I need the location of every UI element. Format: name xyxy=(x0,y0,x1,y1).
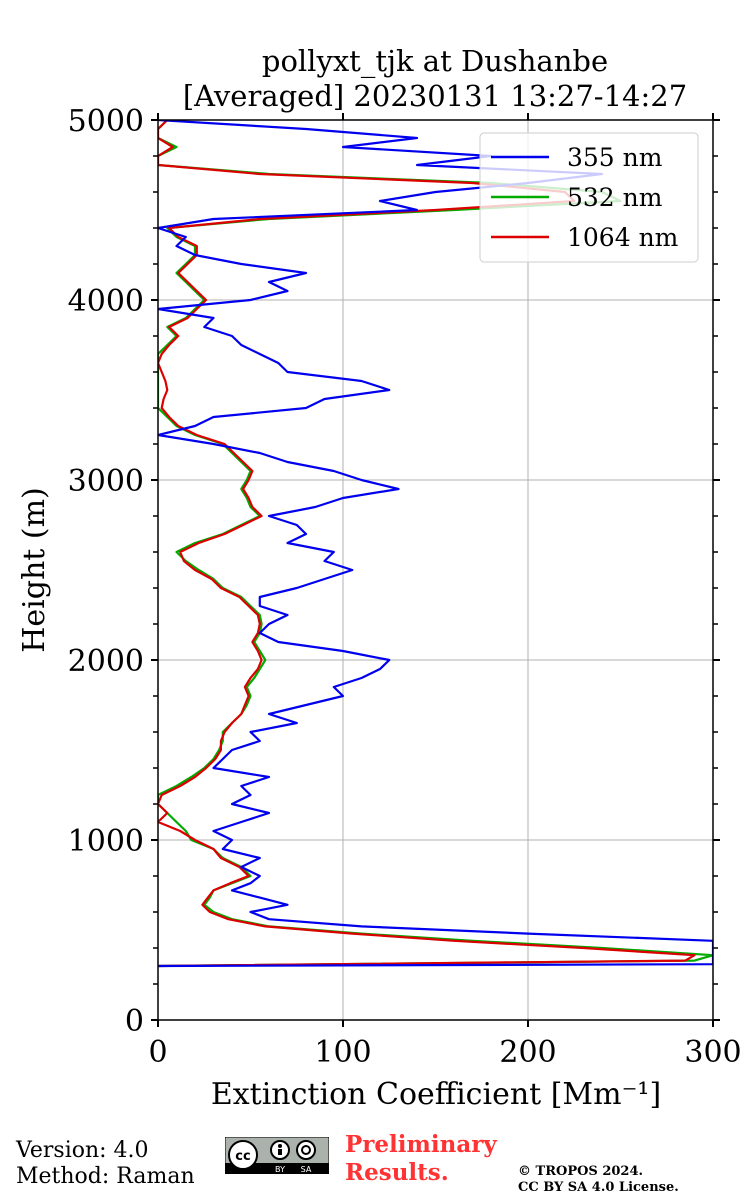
sa-share-icon xyxy=(296,1140,316,1160)
copyright-line1: © TROPOS 2024. xyxy=(518,1164,644,1179)
x-tick-label: 0 xyxy=(148,1035,167,1070)
chart-title-line1: pollyxt_tjk at Dushanbe xyxy=(262,44,608,79)
plot-frame xyxy=(157,119,714,1021)
y-tick-label: 1000 xyxy=(68,824,144,859)
extinction-chart: pollyxt_tjk at Dushanbe [Averaged] 20230… xyxy=(17,44,742,1112)
badge-sa-text: SA xyxy=(301,1165,312,1174)
legend-box xyxy=(479,132,699,263)
y-tick-label: 5000 xyxy=(68,104,144,139)
cc-license-badge: cc BY SA xyxy=(225,1137,329,1174)
y-tick-label: 0 xyxy=(125,1004,144,1039)
legend: 355 nm 532 nm 1064 nm xyxy=(479,132,699,263)
copyright-line2: CC BY SA 4.0 License. xyxy=(518,1180,679,1195)
x-tick-label: 200 xyxy=(499,1035,556,1070)
chart-title-line2: [Averaged] 20230131 13:27-14:27 xyxy=(183,79,687,113)
y-tick-label: 4000 xyxy=(68,284,144,319)
badge-by-text: BY xyxy=(275,1165,285,1174)
series-layer xyxy=(158,120,713,968)
cc-icon xyxy=(228,1140,258,1170)
legend-label: 532 nm xyxy=(567,183,663,212)
x-axis-label: Extinction Coefficient [Mm⁻¹] xyxy=(211,1077,661,1112)
version-text: Version: 4.0 xyxy=(16,1138,149,1163)
y-axis-label: Height (m) xyxy=(17,487,52,652)
legend-label: 1064 nm xyxy=(567,223,679,252)
x-tick-label: 300 xyxy=(684,1035,741,1070)
y-tick-label: 3000 xyxy=(68,464,144,499)
y-tick-label: 2000 xyxy=(68,644,144,679)
x-tick-label: 100 xyxy=(314,1035,371,1070)
copyright-notice: © TROPOS 2024. CC BY SA 4.0 License. xyxy=(518,1164,679,1196)
footer-version: Version: 4.0 Method: Raman xyxy=(16,1138,195,1190)
preliminary-notice: Preliminary Results. xyxy=(345,1131,497,1187)
preliminary-line1: Preliminary xyxy=(345,1131,497,1158)
legend-label: 355 nm xyxy=(567,143,663,172)
preliminary-line2: Results. xyxy=(345,1159,449,1186)
badge-cc-text: cc xyxy=(235,1149,250,1164)
method-text: Method: Raman xyxy=(16,1164,195,1189)
series-line-355-nm xyxy=(158,120,713,968)
series-line-1064-nm xyxy=(158,120,696,968)
